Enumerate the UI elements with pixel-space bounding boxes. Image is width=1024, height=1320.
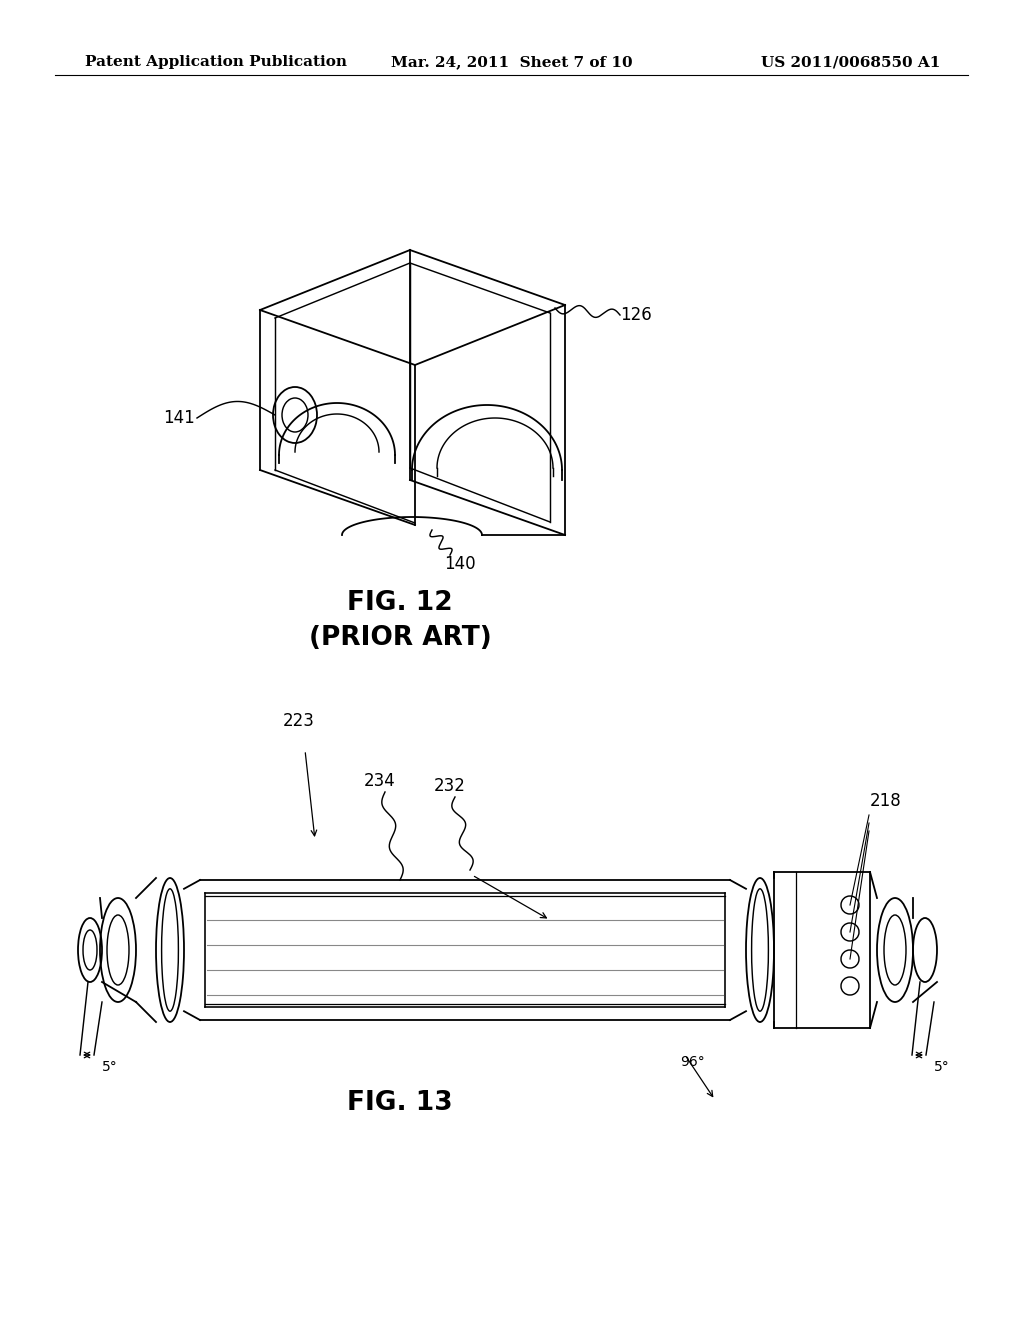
Text: Patent Application Publication: Patent Application Publication <box>85 55 347 69</box>
Text: 232: 232 <box>434 777 466 795</box>
Text: 96°: 96° <box>680 1055 705 1069</box>
Text: 218: 218 <box>870 792 902 810</box>
Text: 5°: 5° <box>934 1060 949 1074</box>
Text: Mar. 24, 2011  Sheet 7 of 10: Mar. 24, 2011 Sheet 7 of 10 <box>391 55 633 69</box>
Text: 140: 140 <box>444 554 476 573</box>
Text: FIG. 13: FIG. 13 <box>347 1090 453 1115</box>
Text: 141: 141 <box>163 409 195 426</box>
Text: US 2011/0068550 A1: US 2011/0068550 A1 <box>761 55 940 69</box>
Text: 5°: 5° <box>102 1060 118 1074</box>
Text: FIG. 12: FIG. 12 <box>347 590 453 616</box>
Text: 126: 126 <box>620 306 651 323</box>
Text: 223: 223 <box>283 711 314 730</box>
Text: (PRIOR ART): (PRIOR ART) <box>308 624 492 651</box>
Text: 234: 234 <box>365 772 396 789</box>
